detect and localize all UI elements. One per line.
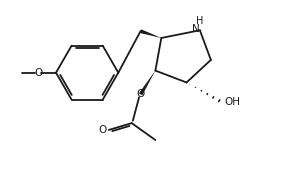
Polygon shape (139, 71, 155, 95)
Text: O: O (98, 125, 106, 135)
Text: N: N (191, 24, 199, 34)
Polygon shape (140, 29, 161, 38)
Text: H: H (196, 16, 204, 26)
Text: O: O (34, 68, 42, 78)
Text: OH: OH (224, 97, 240, 107)
Text: O: O (136, 89, 145, 99)
